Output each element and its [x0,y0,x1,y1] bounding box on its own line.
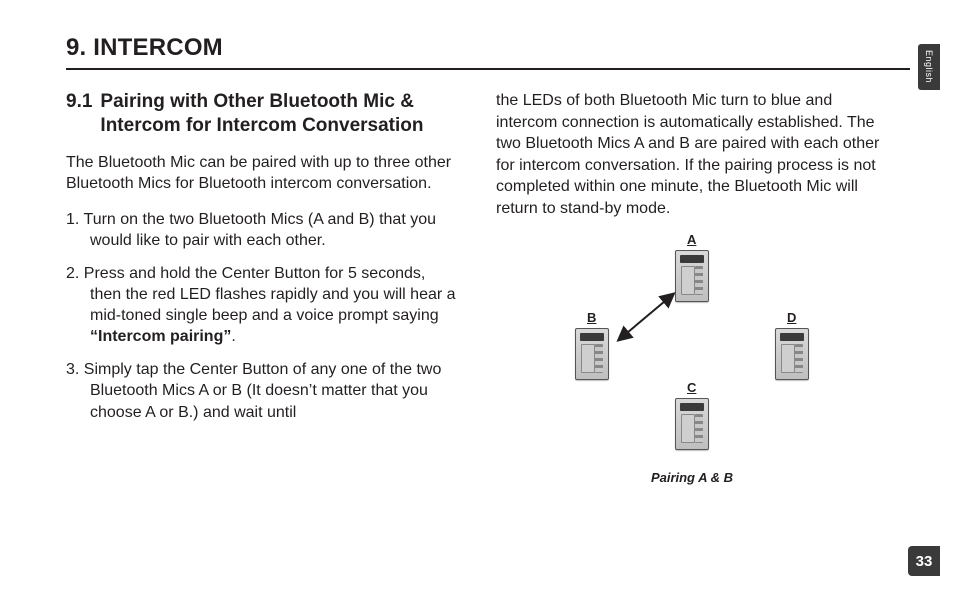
step-item: Press and hold the Center Button for 5 s… [66,263,458,347]
device-c-icon [675,398,709,450]
continuation-paragraph: the LEDs of both Bluetooth Mic turn to b… [496,90,888,220]
title-rule [66,68,910,70]
left-column: 9.1 Pairing with Other Bluetooth Mic & I… [66,90,458,485]
content-columns: 9.1 Pairing with Other Bluetooth Mic & I… [66,90,910,485]
pairing-diagram: A B D C [537,238,847,468]
device-c-label: C [687,380,696,395]
device-d-label: D [787,310,796,325]
page-number-badge: 33 [908,546,940,576]
chapter-title: 9. INTERCOM [66,34,910,62]
intro-paragraph: The Bluetooth Mic can be paired with up … [66,152,458,195]
step-item: Simply tap the Center Button of any one … [66,359,458,422]
section-title: Pairing with Other Bluetooth Mic & Inter… [100,90,458,138]
manual-page: English 9. INTERCOM 9.1 Pairing with Oth… [0,0,954,596]
step-item: Turn on the two Bluetooth Mics (A and B)… [66,209,458,251]
pairing-arrow-icon [613,288,683,348]
step-text-before: Press and hold the Center Button for 5 s… [84,265,456,324]
section-heading: 9.1 Pairing with Other Bluetooth Mic & I… [66,90,458,138]
language-tab: English [918,44,940,90]
device-d-icon [775,328,809,380]
right-column: the LEDs of both Bluetooth Mic turn to b… [496,90,888,485]
step-text-after: . [231,328,235,345]
diagram-caption: Pairing A & B [496,470,888,485]
device-b-label: B [587,310,596,325]
steps-list: Turn on the two Bluetooth Mics (A and B)… [66,209,458,423]
section-number: 9.1 [66,90,92,138]
step-text-bold: “Intercom pairing” [90,328,231,345]
device-a-label: A [687,232,696,247]
device-b-icon [575,328,609,380]
